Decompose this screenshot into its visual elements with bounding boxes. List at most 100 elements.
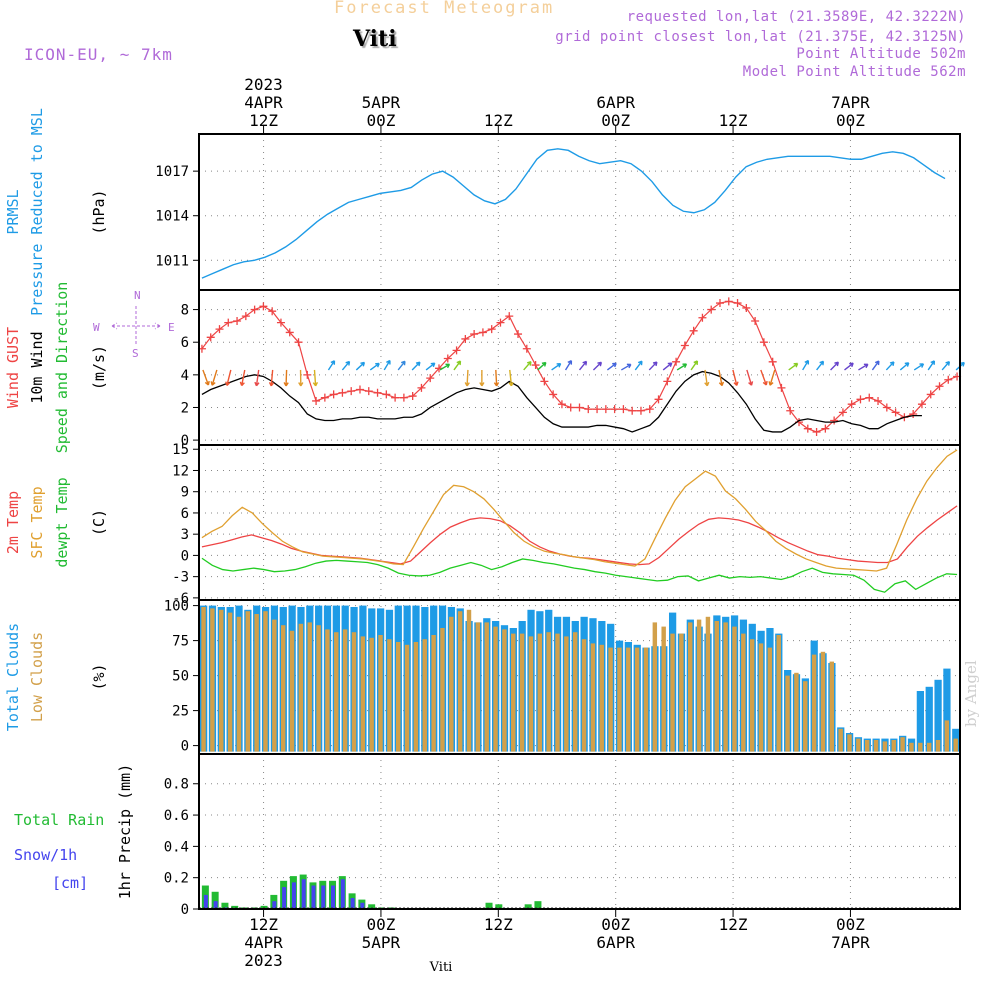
- wind-direction-arrow: [564, 359, 573, 371]
- low-cloud-bar: [918, 742, 923, 752]
- wind-direction-arrow: [899, 362, 910, 371]
- wind-direction-arrow: [425, 362, 436, 371]
- snow-bar: [331, 885, 336, 909]
- low-cloud-bar: [882, 741, 888, 752]
- gust-marker: [540, 377, 549, 386]
- gust-marker: [663, 377, 672, 386]
- axis-title: Pressure Reduced to MSL: [28, 108, 46, 316]
- wind-direction-arrow: [551, 362, 562, 371]
- rain-bar: [221, 902, 229, 909]
- wind-direction-arrow: [927, 360, 936, 371]
- y-tick-label: 6: [181, 506, 189, 522]
- compass-north: N: [134, 289, 141, 302]
- snow-bar: [301, 879, 306, 909]
- low-cloud-bar: [449, 616, 454, 752]
- x-date-label-top: 5APR: [362, 93, 401, 112]
- axis-title: Speed and Direction: [53, 282, 71, 454]
- gust-marker: [259, 302, 268, 311]
- gust-marker: [452, 346, 461, 355]
- location-name: Viti: [353, 26, 397, 52]
- wind-direction-arrow: [768, 369, 776, 386]
- wind-direction-arrow: [858, 363, 869, 371]
- gust-marker: [584, 405, 593, 414]
- low-cloud-bar: [617, 647, 622, 752]
- wind-direction-arrow: [648, 361, 658, 371]
- gust-marker: [382, 390, 391, 399]
- wind-direction-arrow: [268, 369, 275, 387]
- gust-marker: [856, 395, 865, 404]
- wind-direction-arrow: [341, 360, 351, 371]
- low-cloud-bar: [811, 654, 817, 752]
- gust-marker: [593, 405, 602, 414]
- wind-direction-arrow: [369, 362, 380, 371]
- gust-marker: [882, 403, 891, 412]
- gust-marker: [575, 403, 584, 412]
- gust-marker: [417, 383, 426, 392]
- low-cloud-bar: [484, 622, 489, 752]
- gust-marker: [285, 328, 294, 337]
- x-tick-label-bottom: 00Z: [836, 915, 865, 934]
- temp-2m-line: [201, 505, 958, 566]
- y-tick-label: -6: [172, 591, 189, 607]
- gust-marker: [601, 405, 610, 414]
- wind-direction-arrow: [816, 360, 825, 371]
- gust-marker: [865, 393, 874, 402]
- axis-title: SFC Temp: [28, 486, 46, 558]
- wind-direction-arrow: [592, 361, 603, 371]
- snow-bar: [213, 901, 218, 909]
- y-tick-label: 1011: [155, 253, 189, 269]
- low-cloud-bar: [263, 611, 268, 752]
- y-tick-label: 9: [181, 485, 189, 501]
- wind-direction-arrow: [690, 360, 699, 371]
- precip-legend-label: [cm]: [52, 874, 88, 892]
- low-cloud-bar: [325, 629, 330, 752]
- low-cloud-bar: [705, 616, 711, 752]
- low-cloud-bar: [537, 633, 543, 752]
- panel-frame: [198, 133, 961, 291]
- axis-title: dewpt Temp: [53, 477, 71, 567]
- wind-direction-arrow: [802, 359, 810, 371]
- low-cloud-bar: [714, 621, 719, 752]
- low-cloud-bar: [342, 629, 348, 752]
- gust-marker: [715, 299, 724, 308]
- wind-direction-arrow: [523, 360, 532, 371]
- axis-title: 1hr Precip (mm): [116, 764, 134, 899]
- wind-direction-arrow: [871, 360, 880, 371]
- snow-bar: [203, 894, 208, 909]
- gust-marker: [364, 387, 373, 396]
- total-cloud-bar: [925, 686, 933, 752]
- wind-direction-arrow: [479, 369, 485, 387]
- dewpoint-line: [201, 557, 958, 593]
- total-cloud-bar: [934, 679, 942, 752]
- gust-marker: [803, 424, 812, 433]
- gust-marker: [224, 318, 233, 327]
- wind-direction-arrow: [676, 363, 688, 371]
- snow-bar: [321, 885, 326, 909]
- wind-direction-arrow: [439, 363, 451, 371]
- gust-marker: [426, 374, 435, 383]
- snow-bar: [311, 885, 316, 909]
- gust-marker: [206, 333, 215, 342]
- gust-marker: [241, 312, 250, 321]
- low-cloud-bar: [758, 643, 764, 752]
- axis-title: (%): [90, 663, 108, 690]
- gust-marker: [329, 390, 338, 399]
- x-tick-label-bottom: 12Z: [249, 915, 278, 934]
- model-label: ICON-EU, ~ 7km: [24, 45, 173, 64]
- gust-marker: [759, 338, 768, 347]
- gust-marker: [347, 387, 356, 396]
- x-tick-label-bottom: 00Z: [601, 915, 630, 934]
- gust-marker: [320, 393, 329, 402]
- low-cloud-bar: [466, 609, 472, 752]
- snow-bar: [291, 882, 296, 909]
- wind-direction-arrow: [254, 369, 260, 387]
- gust-marker: [645, 405, 654, 414]
- wind-direction-arrow: [397, 360, 406, 371]
- rain-bar: [231, 905, 239, 909]
- wind-direction-arrow: [464, 369, 470, 387]
- low-cloud-bar: [900, 737, 905, 752]
- rain-bar: [495, 904, 503, 909]
- x-date-label-bottom: 4APR: [244, 933, 283, 952]
- footer-location-label: Viti: [429, 960, 453, 975]
- low-cloud-bar: [564, 636, 569, 752]
